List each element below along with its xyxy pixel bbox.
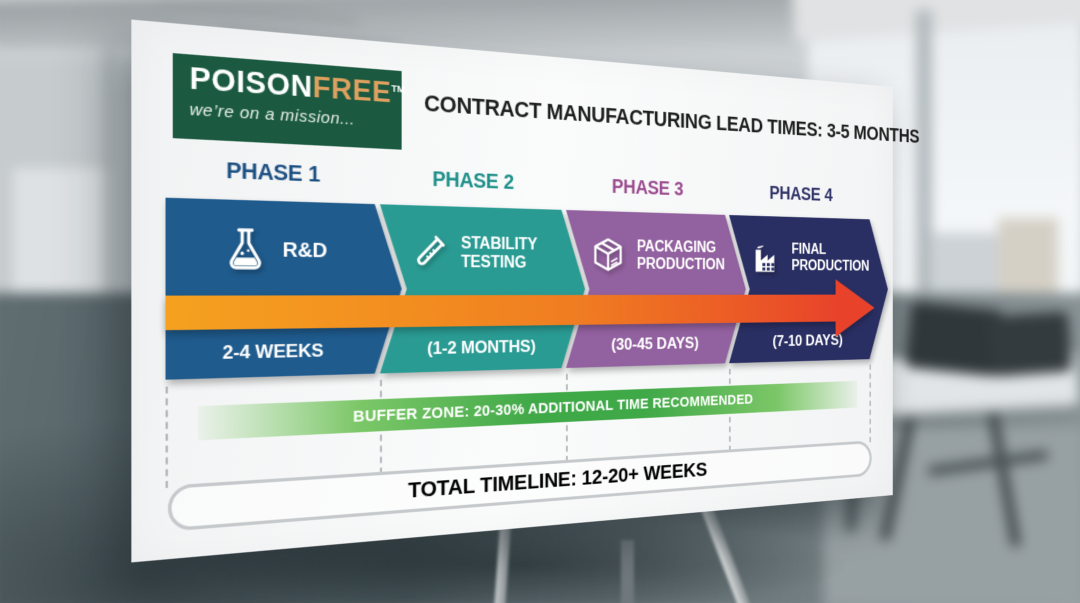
easel-leg (621, 540, 634, 603)
phase-3-shape: PACKAGING PRODUCTION (30-45 DAYS) (566, 210, 746, 368)
brand-name: POISONFREETM (189, 61, 404, 109)
dashed-guide (165, 386, 168, 489)
factory-icon (748, 236, 784, 279)
phase-2-label: PHASE 2 (432, 168, 514, 195)
test-tube-icon (405, 228, 451, 277)
phase-1-chevron: R&D 2-4 WEEKS (166, 198, 402, 380)
phase-1-label: PHASE 1 (226, 158, 320, 188)
flask-icon (219, 224, 272, 276)
buffer-zone-text: BUFFER ZONE: 20-30% ADDITIONAL TIME RECO… (353, 390, 754, 426)
dashed-guide (869, 364, 871, 443)
phase-2-chevron: STABILITY TESTING (1-2 MONTHS) (380, 204, 585, 373)
trademark-mark: TM (391, 83, 405, 95)
phase-4-label: PHASE 4 (769, 183, 833, 206)
phase-2-name: STABILITY TESTING (460, 234, 537, 272)
phase-3-chevron: PACKAGING PRODUCTION (30-45 DAYS) (566, 210, 746, 368)
poster-title: CONTRACT MANUFACTURING LEAD TIMES: 3-5 M… (424, 89, 920, 148)
whiteboard-blur (13, 168, 113, 306)
phase-1-shape: R&D 2-4 WEEKS (166, 198, 402, 380)
phase-2-duration: (1-2 MONTHS) (427, 336, 536, 359)
phase-3-name: PACKAGING PRODUCTION (636, 238, 725, 274)
glass-partition-frame (106, 48, 111, 308)
package-box-icon (588, 232, 629, 278)
phase-1-duration: 2-4 WEEKS (222, 340, 324, 364)
total-timeline-text: TOTAL TIMELINE: 12-20+ WEEKS (408, 458, 708, 503)
phase-3-duration: (30-45 DAYS) (611, 333, 699, 354)
window-mullion (916, 10, 932, 340)
phase-2-shape: STABILITY TESTING (1-2 MONTHS) (380, 204, 585, 373)
brand-name-poison: POISON (189, 61, 313, 104)
timeline-arrow-head (835, 279, 875, 337)
phase-4-name: FINAL PRODUCTION (791, 241, 870, 275)
brand-name-free: FREE (312, 70, 392, 109)
buffer-zone-bar: BUFFER ZONE: 20-30% ADDITIONAL TIME RECO… (197, 380, 858, 441)
brand-logo: POISONFREETM we’re on a mission... (172, 53, 405, 150)
phase-1-name: R&D (282, 239, 328, 264)
phase-3-label: PHASE 3 (611, 176, 684, 201)
poster-board: POISONFREETM we’re on a mission... CONTR… (131, 19, 920, 563)
